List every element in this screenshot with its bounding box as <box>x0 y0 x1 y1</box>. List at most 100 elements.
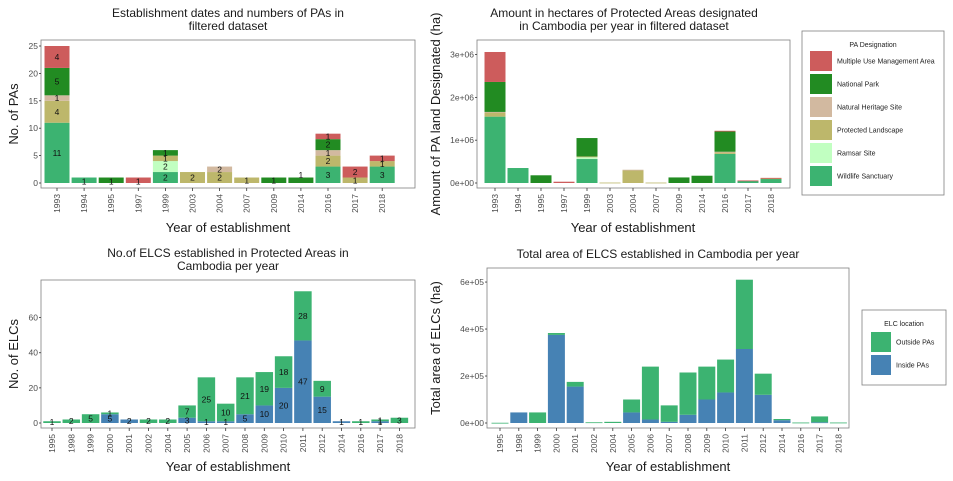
bar-segment <box>315 150 341 156</box>
bar-value-label: 1 <box>204 417 209 427</box>
plot-panel <box>486 267 850 429</box>
y-tick-label: 2e+06 <box>450 92 474 102</box>
bar-segment <box>623 399 641 413</box>
bar-segment <box>261 177 287 183</box>
x-tick-label: 2016 <box>720 194 730 213</box>
legend-item-label: Multiple Use Management Area <box>837 59 935 66</box>
bar-segment <box>294 291 312 341</box>
bar-segment <box>159 419 177 423</box>
y-ticks: 0e+00 1e+06 2e+06 3e+06 <box>450 50 477 188</box>
bar-segment <box>313 380 331 397</box>
bar-value-label: 5 <box>108 414 113 424</box>
bar-value-label: 1 <box>50 417 55 427</box>
bar-value-label: 9 <box>320 384 325 394</box>
bar-segment <box>369 166 395 183</box>
y-tick-label: 25 <box>29 41 39 51</box>
x-ticks: 1995 1998 1999 2000 2001 2002 2004 2005 2006 2007… <box>47 428 404 453</box>
bar-segment <box>371 419 389 422</box>
legend-item-label: Inside PAs <box>896 363 929 370</box>
legend-pa-designation: PA Designation Multiple Use Management A… <box>801 30 945 196</box>
x-tick-label: 2004 <box>628 194 638 213</box>
bar-segment <box>216 421 235 423</box>
bar-value-label: 10 <box>260 409 270 419</box>
legend-item-label: National Park <box>837 82 880 89</box>
x-tick-label: 1993 <box>52 194 62 213</box>
bar-segment <box>342 177 368 183</box>
bar-value-label: 3 <box>185 415 190 425</box>
bar-segment <box>342 166 368 178</box>
bar-segment <box>623 412 641 423</box>
bar-segment <box>679 414 697 423</box>
bar-segment <box>255 372 274 406</box>
bar-segment <box>829 422 847 424</box>
x-tick-label: 2008 <box>683 434 693 453</box>
bar-value-label: 2 <box>217 164 222 174</box>
bar-segment <box>714 130 736 132</box>
bar-segment <box>576 138 598 157</box>
y-tick-label: 20 <box>29 383 39 393</box>
x-tick-label: 1995 <box>106 194 116 213</box>
legend-item-label: Natural Heritage Site <box>837 105 902 112</box>
bar-value-label: 1 <box>163 148 168 158</box>
bar-segment <box>101 414 119 423</box>
bar-segment <box>737 180 759 182</box>
bar-segment <box>717 359 735 393</box>
y-tick-label: 0e+00 <box>460 418 484 428</box>
bar-segment <box>714 131 736 152</box>
bar-segment <box>585 422 603 424</box>
chart-title: No.of ELCS established in Protected Area… <box>107 246 348 260</box>
x-tick-label: 2002 <box>144 434 154 453</box>
bar-value-label: 5 <box>88 414 93 424</box>
bar-value-label: 2 <box>326 140 331 150</box>
legend-item-label: Outside PAs <box>896 340 935 347</box>
bar-value-label: 1 <box>82 176 87 186</box>
bar-segment <box>371 421 389 423</box>
x-tick-label: 2017 <box>743 194 753 213</box>
bar-segment <box>44 122 70 183</box>
bar-segment <box>44 100 70 123</box>
bar-value-label: 28 <box>298 311 308 321</box>
bar-segment <box>760 178 782 183</box>
y-tick-label: 60 <box>29 313 39 323</box>
x-ticks: 1993 1994 1995 1997 1999 2003 2004 2007 2009 2014… <box>52 188 387 213</box>
x-tick-label: 2014 <box>296 194 306 213</box>
bar-value-label: 2 <box>127 416 132 426</box>
bar-segment <box>98 177 124 183</box>
bar-value-label: 5 <box>243 414 248 424</box>
plot-panel <box>476 39 791 189</box>
legend-item-label: Ramsar Site <box>837 151 876 158</box>
bar-segment <box>754 394 772 423</box>
y-tick-label: 2e+05 <box>460 371 484 381</box>
x-tick-label: 2018 <box>377 194 387 213</box>
bar-segment <box>735 349 753 423</box>
y-ticks: 0e+00 2e+05 4e+05 6e+05 <box>460 277 487 428</box>
x-tick-label: 2008 <box>240 434 250 453</box>
legend-item-label: Protected Landscape <box>837 128 903 135</box>
bar-segment <box>178 417 196 423</box>
x-tick-label: 2004 <box>163 434 173 453</box>
y-axis-label: Total area of ELCs (ha) <box>428 281 443 415</box>
x-tick-label: 2012 <box>758 434 768 453</box>
x-tick-label: 2014 <box>777 434 787 453</box>
bar-segment <box>566 381 584 387</box>
bar-segment <box>81 414 100 423</box>
bar-segment <box>288 177 314 183</box>
bar-value-label: 4 <box>55 52 60 62</box>
bar-segment <box>180 172 205 183</box>
bar-segment <box>255 405 274 423</box>
x-tick-label: 2001 <box>570 434 580 453</box>
y-ticks: 0 20 40 60 <box>29 313 41 428</box>
bar-segment <box>315 133 341 140</box>
bar-segment <box>737 180 759 183</box>
chart-title: Total area of ELCS established in Cambod… <box>517 247 800 261</box>
bar-segment <box>207 172 233 183</box>
bar-value-label: 2 <box>353 167 358 177</box>
bar-value-label: 1 <box>353 175 358 185</box>
y-tick-label: 4e+05 <box>460 324 484 334</box>
x-tick-label: 1995 <box>536 194 546 213</box>
chart-title: Amount in hectares of Protected Areas de… <box>490 6 758 20</box>
x-tick-label: 2000 <box>105 434 115 453</box>
x-tick-label: 1993 <box>490 194 500 213</box>
chart-title-line2: filtered dataset <box>189 19 268 33</box>
bar-segment <box>714 151 736 153</box>
